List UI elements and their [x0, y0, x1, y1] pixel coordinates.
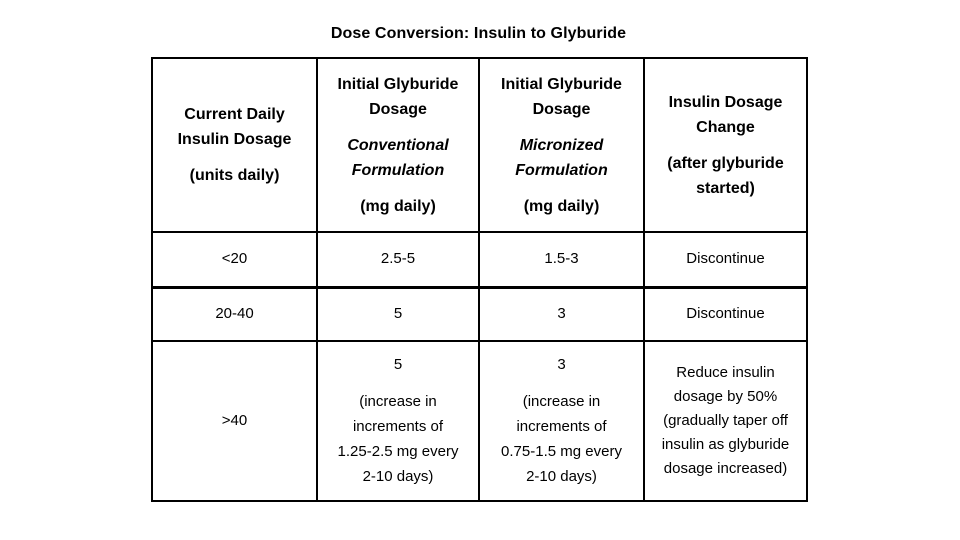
cell-conventional-dosage: 5 (increase in increments of 1.25-2.5 mg… — [316, 340, 480, 502]
cell-value: <20 — [221, 250, 248, 268]
cell-insulin-change: Discontinue — [643, 286, 808, 342]
cell-value: 3 — [557, 356, 566, 373]
cell-note: (increase in increments of 0.75-1.5 mg e… — [501, 393, 622, 485]
cell-value: 2.5-5 — [380, 250, 416, 268]
header-cell-current-insulin-dosage: Current Daily Insulin Dosage (units dail… — [151, 57, 318, 233]
table-row: <20 2.5-5 1.5-3 Discontinue — [151, 231, 808, 289]
cell-micronized-dosage: 3 — [478, 286, 645, 342]
table-row: >40 5 (increase in increments of 1.25-2.… — [151, 340, 808, 502]
cell-value: Reduce insulin dosage by 50% (gradually … — [661, 364, 790, 477]
header-unit-text: (units daily) — [189, 167, 280, 184]
cell-value: 20-40 — [215, 305, 254, 323]
header-cell-insulin-dosage-change: Insulin Dosage Change (after glyburide s… — [643, 57, 808, 233]
cell-insulin-dosage: 20-40 — [151, 286, 318, 342]
header-main-text: Current Daily Insulin Dosage — [177, 106, 292, 148]
cell-value: 3 — [557, 305, 566, 323]
cell-note: (increase in increments of 1.25-2.5 mg e… — [337, 393, 459, 485]
cell-value: 5 — [393, 305, 403, 323]
cell-value: 1.5-3 — [544, 250, 579, 268]
header-unit-text: (after glyburide started) — [667, 154, 784, 197]
cell-insulin-dosage: <20 — [151, 231, 318, 289]
header-main-text: Initial Glyburide Dosage — [501, 75, 622, 118]
cell-conventional-dosage: 5 — [316, 286, 480, 342]
header-cell-glyburide-micronized: Initial Glyburide Dosage Micronized Form… — [478, 57, 645, 233]
cell-value: 5 — [393, 356, 403, 373]
table-header-row: Current Daily Insulin Dosage (units dail… — [151, 57, 808, 233]
page-title: Dose Conversion: Insulin to Glyburide — [330, 25, 627, 42]
dose-conversion-table: Current Daily Insulin Dosage (units dail… — [151, 57, 808, 502]
cell-insulin-change: Reduce insulin dosage by 50% (gradually … — [643, 340, 808, 502]
cell-value: >40 — [221, 412, 248, 429]
header-cell-glyburide-conventional: Initial Glyburide Dosage Conventional Fo… — [316, 57, 480, 233]
header-unit-text: (mg daily) — [523, 197, 600, 215]
header-formulation-text: Conventional Formulation — [347, 136, 449, 179]
cell-micronized-dosage: 3 (increase in increments of 0.75-1.5 mg… — [478, 340, 645, 502]
cell-value: Discontinue — [686, 250, 765, 268]
table-row: 20-40 5 3 Discontinue — [151, 286, 808, 342]
cell-conventional-dosage: 2.5-5 — [316, 231, 480, 289]
cell-value: Discontinue — [686, 305, 765, 323]
header-formulation-text: Micronized Formulation — [515, 136, 608, 179]
header-main-text: Insulin Dosage Change — [668, 93, 783, 136]
header-unit-text: (mg daily) — [360, 197, 436, 215]
cell-insulin-dosage: >40 — [151, 340, 318, 502]
header-main-text: Initial Glyburide Dosage — [337, 75, 459, 118]
cell-insulin-change: Discontinue — [643, 231, 808, 289]
cell-micronized-dosage: 1.5-3 — [478, 231, 645, 289]
